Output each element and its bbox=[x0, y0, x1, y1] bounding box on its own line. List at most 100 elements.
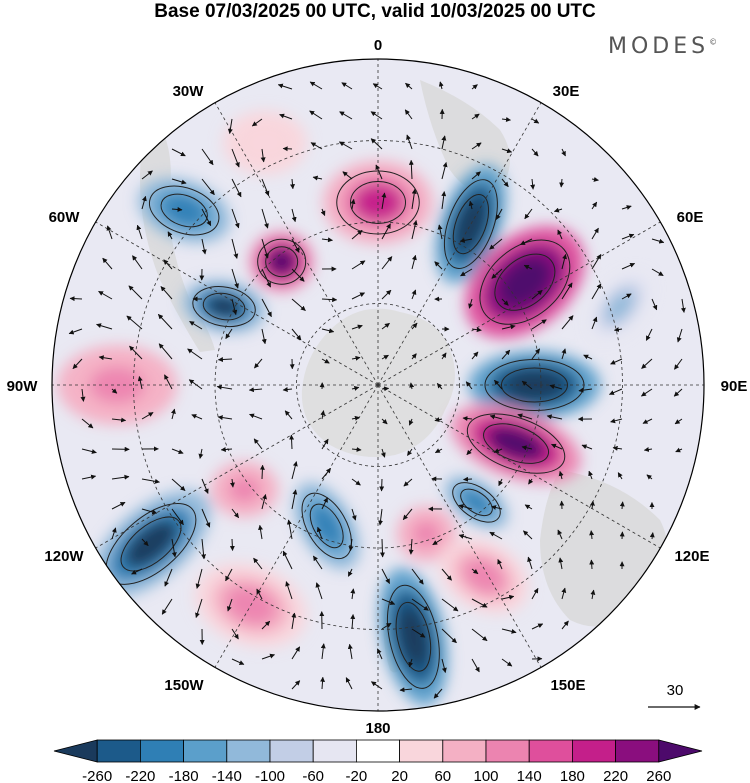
copyright-mark: © bbox=[709, 37, 718, 47]
wind-arrow bbox=[226, 598, 233, 612]
wind-arrow bbox=[441, 161, 448, 180]
colorbar-tick-label: 100 bbox=[473, 768, 498, 783]
wind-arrow bbox=[583, 354, 593, 360]
colorbar-swatch bbox=[269, 739, 314, 763]
wind-arrow bbox=[524, 504, 533, 510]
colorbar-tick-label: 140 bbox=[517, 768, 542, 783]
height-anomaly-field bbox=[57, 110, 651, 706]
wind-arrow bbox=[201, 538, 207, 560]
wind-arrow bbox=[277, 83, 293, 90]
wind-arrow bbox=[523, 530, 533, 540]
wind-arrow bbox=[225, 328, 233, 339]
wind-arrow bbox=[291, 612, 297, 630]
colorbar-tick-label: -260 bbox=[82, 768, 112, 783]
wind-arrow bbox=[557, 529, 563, 540]
wind-arrow bbox=[471, 327, 482, 333]
wind-arrow bbox=[591, 176, 599, 182]
meridian-line bbox=[377, 221, 661, 386]
wind-arrow bbox=[491, 505, 503, 510]
wind-arrow bbox=[291, 489, 298, 510]
wind-arrow bbox=[350, 198, 356, 210]
wind-arrow bbox=[320, 676, 326, 690]
wind-arrow bbox=[380, 448, 386, 458]
lon-label-180: 180 bbox=[365, 720, 390, 737]
wind-arrow bbox=[188, 379, 203, 390]
wind-arrow bbox=[436, 383, 443, 390]
wind-arrow bbox=[381, 223, 391, 240]
wind-arrow bbox=[588, 470, 593, 480]
wind-arrow bbox=[217, 415, 233, 421]
wind-arrow bbox=[348, 538, 354, 552]
wind-arrow bbox=[320, 410, 326, 420]
anomaly-blob bbox=[412, 521, 440, 547]
wind-arrow bbox=[379, 538, 385, 558]
wind-arrow bbox=[291, 461, 298, 480]
wind-arrow bbox=[132, 255, 143, 270]
wind-arrow bbox=[619, 501, 625, 510]
wind-arrow bbox=[231, 298, 238, 316]
wind-arrow bbox=[501, 594, 515, 600]
colorbar-swatch bbox=[658, 739, 703, 763]
wind-arrow bbox=[673, 388, 683, 397]
wind-arrow bbox=[342, 171, 353, 180]
wind-arrow bbox=[201, 238, 207, 255]
wind-arrow bbox=[249, 413, 263, 420]
wind-arrow bbox=[471, 568, 479, 575]
wind-arrow bbox=[378, 508, 384, 526]
wind-arrow bbox=[351, 324, 363, 330]
wind-arrow bbox=[458, 534, 473, 540]
wind-arrow bbox=[167, 231, 173, 240]
wind-arrow bbox=[411, 254, 417, 270]
anomaly-blob bbox=[246, 128, 284, 158]
wind-arrow bbox=[462, 416, 473, 421]
wind-arrow bbox=[81, 448, 97, 454]
wind-arrow bbox=[651, 298, 658, 311]
wind-arrow bbox=[171, 478, 186, 491]
wind-arrow bbox=[381, 192, 387, 210]
wind-arrow bbox=[381, 386, 390, 392]
wind-arrow bbox=[407, 448, 413, 456]
colorbar bbox=[53, 739, 703, 763]
wind-arrow bbox=[350, 588, 356, 600]
wind-arrow bbox=[351, 229, 363, 240]
wind-arrow bbox=[282, 387, 293, 392]
wind-arrow bbox=[111, 474, 130, 480]
wind-arrow bbox=[231, 178, 242, 198]
anomaly-blob bbox=[267, 248, 297, 276]
wind-arrow bbox=[129, 345, 143, 360]
wind-arrow bbox=[187, 348, 203, 360]
colorbar-swatch bbox=[226, 739, 271, 763]
lon-label-30w: 30W bbox=[173, 83, 205, 100]
wind-arrow bbox=[608, 388, 623, 395]
longitude-labels: 0 30E 60E 90E 120E 150E 180 150W 120W 90… bbox=[7, 37, 748, 737]
wind-arrow bbox=[231, 628, 239, 640]
wind-arrow bbox=[191, 414, 203, 420]
wind-arrow bbox=[531, 319, 547, 330]
wind-arrow bbox=[381, 568, 391, 584]
wind-arrow bbox=[641, 358, 653, 369]
colorbar-swatch bbox=[528, 739, 573, 763]
wind-arrow bbox=[591, 283, 602, 300]
wind-arrow bbox=[674, 358, 683, 370]
wind-arrow bbox=[381, 256, 393, 270]
colorbar-tick-label: 260 bbox=[646, 768, 671, 783]
wind-arrow bbox=[640, 388, 653, 397]
wind-arrow bbox=[381, 354, 389, 360]
wind-arrow bbox=[471, 171, 481, 180]
wind-arrow bbox=[591, 254, 602, 270]
wind-arrow bbox=[561, 282, 573, 300]
wind-arrow bbox=[253, 557, 263, 570]
wind-arrow bbox=[411, 568, 424, 585]
wind-arrow bbox=[309, 81, 323, 90]
wind-arrow bbox=[531, 348, 541, 360]
wind-arrow bbox=[261, 238, 269, 259]
wind-arrow bbox=[251, 118, 263, 127]
wind-arrow bbox=[321, 297, 338, 303]
wind-arrow bbox=[441, 568, 452, 581]
wind-arrow bbox=[286, 519, 293, 540]
lon-label-0: 0 bbox=[374, 37, 382, 54]
wind-arrow bbox=[612, 445, 623, 451]
wind-arrow bbox=[231, 208, 240, 229]
wind-arrow bbox=[458, 504, 473, 510]
contour-line bbox=[148, 185, 220, 236]
